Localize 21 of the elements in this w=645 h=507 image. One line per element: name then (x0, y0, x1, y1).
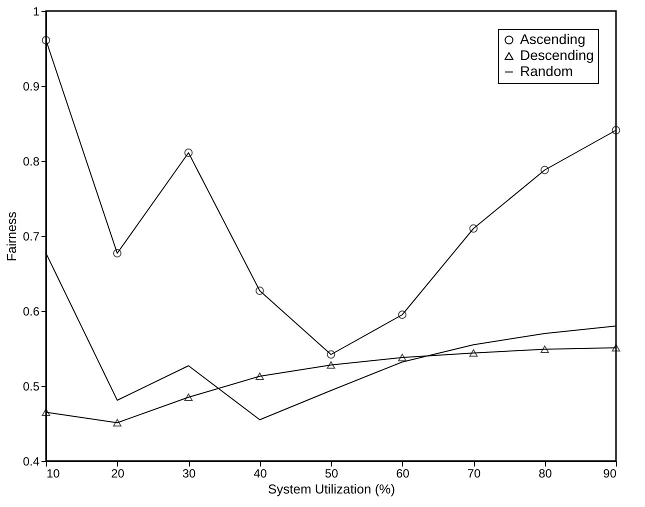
y-tick-label: 0.5 (22, 380, 40, 394)
legend-label: Random (520, 63, 573, 79)
y-axis-title: Fairness (4, 211, 19, 262)
x-tick-label: 90 (603, 466, 617, 480)
x-tick-label: 30 (182, 466, 196, 480)
y-tick-label: 0.7 (22, 230, 40, 244)
x-axis-title: System Utilization (%) (268, 482, 396, 496)
y-tick-label: 0.9 (22, 80, 40, 94)
x-tick-label: 60 (396, 466, 410, 480)
y-tick-label: 1 (32, 4, 40, 18)
y-tick-label: 0.8 (22, 154, 40, 168)
x-tick-label: 20 (111, 466, 125, 480)
x-tick-label: 80 (538, 466, 552, 480)
x-tick-label: 50 (324, 466, 338, 480)
legend-label: Descending (520, 47, 594, 63)
y-tick-label: 0.4 (22, 454, 40, 468)
x-tick-label: 70 (467, 466, 481, 480)
x-tick-label: 10 (46, 466, 60, 480)
y-tick-label: 0.6 (22, 304, 40, 318)
x-tick-label: 40 (254, 466, 268, 480)
legend-label: Ascending (520, 31, 586, 47)
